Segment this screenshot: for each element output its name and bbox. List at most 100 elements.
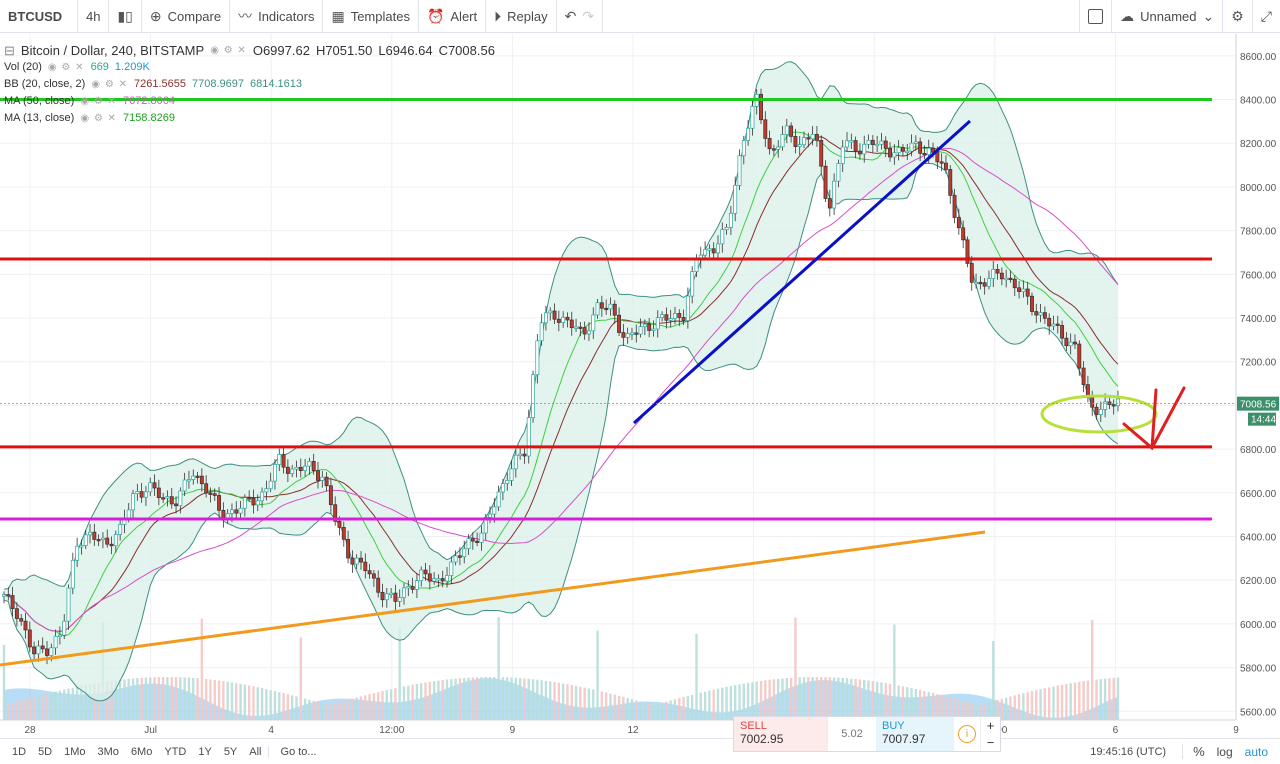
- highlight-ellipse[interactable]: [1040, 394, 1158, 434]
- range-1mo[interactable]: 1Mo: [64, 745, 86, 758]
- volume-bar: [157, 677, 161, 720]
- volume-bar: [1004, 697, 1008, 720]
- range-1d[interactable]: 1D: [12, 745, 27, 758]
- bb-buttons[interactable]: ◉ ⚙ ✕: [91, 79, 128, 90]
- bb-lower-line: [3, 162, 1119, 702]
- templates-icon: ▦: [331, 7, 345, 24]
- volume-bar: [923, 690, 926, 720]
- blue-trendline[interactable]: [632, 119, 972, 425]
- volume-bar: [153, 677, 156, 720]
- price-chart[interactable]: 8600.00 8400.00 8200.00 8000.00 7800.00 7600.…: [0, 34, 1280, 740]
- volume-bar: [290, 695, 294, 720]
- range-3mo[interactable]: 3Mo: [97, 745, 119, 758]
- candle-body: [862, 143, 867, 155]
- settings-button[interactable]: ⚙: [1223, 0, 1253, 33]
- volume-bar: [936, 694, 939, 720]
- volume-bar: [432, 681, 436, 720]
- candle-body: [131, 493, 135, 511]
- candle-body: [350, 557, 355, 565]
- auto-toggle[interactable]: auto: [1244, 744, 1268, 759]
- info-button[interactable]: i: [954, 717, 980, 751]
- chart-style-button[interactable]: ▮▯: [109, 0, 142, 33]
- range-5y[interactable]: 5Y: [223, 745, 238, 758]
- red-check-marks[interactable]: [1122, 386, 1186, 451]
- templates-button[interactable]: ▦ Templates: [323, 0, 419, 33]
- ma13-buttons[interactable]: ◉ ⚙ ✕: [80, 113, 117, 124]
- volume-bar: [127, 678, 130, 720]
- range-6mo[interactable]: 6Mo: [130, 745, 153, 758]
- vol-buttons[interactable]: ◉ ⚙ ✕: [47, 62, 85, 73]
- candle-body: [139, 491, 144, 498]
- fullscreen-square-button[interactable]: [1080, 0, 1113, 33]
- sell-button[interactable]: SELL 7002.95: [734, 717, 828, 751]
- plus-icon[interactable]: +: [986, 718, 995, 733]
- replay-button[interactable]: ⏵ Replay: [486, 0, 557, 33]
- ohlc-open: O6997.62: [252, 43, 310, 58]
- volume-bar: [802, 677, 806, 720]
- volume-bar: [174, 677, 178, 720]
- candle-body: [436, 578, 441, 581]
- undo-icon[interactable]: ↶: [564, 7, 577, 24]
- utc-clock[interactable]: 19:45:16 (UTC): [1090, 745, 1167, 758]
- volume-bar: [1073, 682, 1077, 720]
- volume-bar: [458, 678, 462, 720]
- volume-bar: [312, 700, 315, 720]
- alert-button[interactable]: ⏰ Alert: [419, 0, 487, 33]
- range-1y[interactable]: 1Y: [198, 745, 212, 758]
- layout-menu[interactable]: ☁ Unnamed ⌄: [1112, 0, 1224, 33]
- buy-button[interactable]: BUY 7007.97: [876, 717, 954, 751]
- range-all[interactable]: All: [249, 745, 262, 758]
- redo-icon[interactable]: ↷: [582, 7, 595, 24]
- alert-label: Alert: [450, 8, 478, 24]
- range-ytd[interactable]: YTD: [164, 745, 187, 758]
- candle-body: [462, 548, 467, 558]
- volume-bar: [764, 680, 767, 720]
- interval-button[interactable]: 4h: [78, 0, 110, 33]
- candle-body: [853, 140, 858, 152]
- minus-icon[interactable]: −: [986, 735, 995, 750]
- candle-body: [612, 303, 617, 316]
- series-buttons[interactable]: ◉ ⚙ ✕: [210, 45, 247, 56]
- ma50-buttons[interactable]: ◉ ⚙ ✕: [80, 96, 117, 107]
- candle-body: [728, 212, 733, 228]
- volume-bar: [789, 677, 793, 720]
- volume-bar: [863, 679, 866, 720]
- volume-bar: [428, 681, 432, 720]
- volume-bar: [1052, 686, 1055, 720]
- volume-bar: [303, 698, 307, 720]
- percent-toggle[interactable]: %: [1182, 744, 1211, 759]
- candle-body: [470, 538, 475, 542]
- candle-body: [896, 147, 901, 154]
- volume-bar: [467, 677, 470, 720]
- candle-body: [578, 326, 583, 329]
- range-5d[interactable]: 5D: [38, 745, 53, 758]
- orange-trendline[interactable]: [0, 530, 986, 667]
- vol-legend: Vol (20) ◉ ⚙ ✕ 669 1.209K: [4, 59, 495, 76]
- candle-body: [819, 140, 824, 167]
- symbol-search[interactable]: BTCUSD: [0, 0, 78, 33]
- drawings-layer[interactable]: [0, 98, 1236, 667]
- fullscreen-button[interactable]: ⤢: [1253, 0, 1280, 33]
- price-axis[interactable]: 8600.00 8400.00 8200.00 8000.00 7800.00 7600.…: [1235, 34, 1280, 720]
- candle-body: [905, 150, 910, 153]
- volume-bar: [114, 680, 118, 720]
- candle-body: [505, 480, 510, 484]
- quantity-stepper[interactable]: + −: [980, 717, 1000, 751]
- collapse-icon[interactable]: ⊟: [4, 43, 15, 58]
- volume-bar: [286, 694, 290, 720]
- goto-button[interactable]: Go to...: [267, 745, 323, 758]
- candle-body: [337, 520, 342, 528]
- indicators-button[interactable]: 〰 Indicators: [230, 0, 324, 33]
- volume-bar: [230, 682, 234, 720]
- volume-bar: [738, 684, 741, 720]
- volume-bar: [149, 677, 152, 720]
- volume-bar: [1082, 681, 1085, 720]
- compare-button[interactable]: ⊕ Compare: [142, 0, 231, 33]
- volume-bar: [656, 703, 659, 720]
- volume-bar: [1095, 679, 1098, 720]
- volume-bar: [32, 696, 36, 720]
- volume-bar: [983, 703, 986, 720]
- volume-bar: [845, 678, 849, 720]
- log-toggle[interactable]: log: [1216, 744, 1233, 759]
